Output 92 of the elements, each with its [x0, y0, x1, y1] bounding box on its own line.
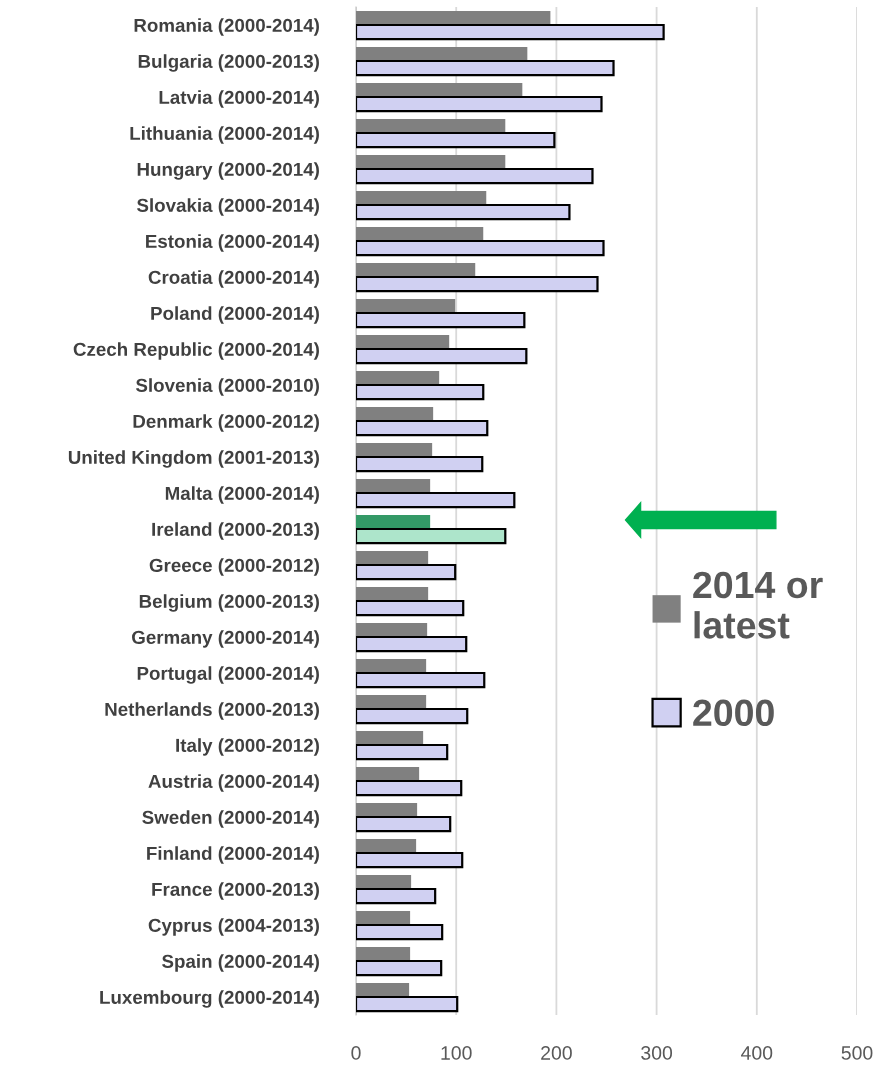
y-tick-label: Italy (2000-2012) [176, 738, 319, 756]
y-tick-label: Netherlands (2000-2013) [105, 702, 319, 720]
bar [356, 694, 427, 709]
x-tick-label: 500 [841, 1046, 873, 1060]
y-tick-label: Cyprus (2004-2013) [148, 918, 319, 936]
bar [356, 671, 486, 689]
bar [356, 82, 523, 97]
y-tick-label: United Kingdom (2001-2013) [68, 450, 319, 468]
bar [356, 887, 437, 905]
y-tick-label: Ireland (2000-2013) [152, 522, 319, 540]
bar [356, 838, 417, 853]
bar [356, 586, 429, 601]
bar [356, 167, 594, 185]
y-tick-label: Lithuania (2000-2014) [130, 126, 319, 144]
bar [356, 406, 434, 421]
bar [356, 311, 526, 329]
bar [356, 910, 411, 925]
bar [356, 491, 516, 509]
x-tick-label: 100 [441, 1046, 472, 1060]
bar [356, 946, 411, 961]
bar [356, 982, 410, 997]
y-tick-label: Spain (2000-2014) [162, 954, 319, 972]
bar [356, 622, 428, 637]
y-tick-label: Bulgaria (2000-2013) [138, 54, 319, 72]
x-tick-label: 200 [541, 1046, 572, 1060]
bar [356, 10, 551, 25]
bar [356, 874, 412, 889]
x-tick-label: 0 [351, 1046, 361, 1060]
bar [356, 923, 444, 941]
y-tick-label: Sweden (2000-2014) [142, 810, 319, 828]
bar [356, 851, 464, 869]
y-tick-label: Poland (2000-2014) [151, 306, 319, 324]
y-tick-label: Belgium (2000-2013) [139, 594, 319, 612]
bar [356, 23, 665, 41]
legend-label: 2000 [693, 699, 774, 727]
bar [356, 46, 528, 61]
bar [356, 730, 424, 745]
bar [356, 275, 599, 293]
bar [356, 298, 456, 313]
bar [356, 442, 433, 457]
bar [356, 527, 507, 545]
y-tick-label: Czech Republic (2000-2014) [73, 342, 319, 360]
bar [356, 478, 431, 493]
y-tick-label: Luxembourg (2000-2014) [100, 990, 319, 1008]
y-tick-label: Latvia (2000-2014) [159, 90, 319, 108]
bar [356, 203, 571, 221]
bar [356, 95, 603, 113]
bar [356, 707, 469, 725]
bar [356, 514, 431, 529]
bar [356, 658, 427, 673]
bar [356, 131, 556, 149]
y-tick-label: Slovakia (2000-2014) [136, 198, 319, 216]
y-tick-label: Croatia (2000-2014) [148, 270, 319, 288]
legend-label: 2014 or latest [693, 571, 823, 639]
bar [356, 383, 485, 401]
y-tick-label: Austria (2000-2014) [148, 774, 319, 792]
y-tick-label: France (2000-2013) [152, 882, 319, 900]
bar [356, 118, 506, 133]
y-tick-label: Portugal (2000-2014) [137, 666, 319, 684]
y-tick-label: Romania (2000-2014) [134, 18, 319, 36]
x-tick-label: 400 [741, 1046, 773, 1060]
bar [356, 550, 429, 565]
y-tick-label: Greece (2000-2012) [149, 558, 319, 576]
y-tick-label: Finland (2000-2014) [147, 846, 319, 864]
bar [356, 419, 489, 437]
bar [356, 262, 476, 277]
bar [356, 766, 420, 781]
y-tick-label: Hungary (2000-2014) [137, 162, 319, 180]
bar [356, 154, 506, 169]
bar [356, 370, 440, 385]
x-tick-label: 300 [641, 1046, 673, 1060]
y-tick-label: Denmark (2000-2012) [133, 414, 319, 432]
y-tick-label: Estonia (2000-2014) [146, 234, 319, 252]
bar [356, 802, 418, 817]
bar [356, 779, 463, 797]
bar [356, 347, 528, 365]
bar [356, 599, 465, 617]
bar [356, 743, 449, 761]
bar [356, 455, 484, 473]
y-tick-label: Malta (2000-2014) [165, 486, 319, 504]
bar [356, 815, 452, 833]
bar [356, 239, 605, 257]
bar [356, 190, 487, 205]
bar [356, 563, 457, 581]
bar [356, 226, 484, 241]
bar [356, 334, 450, 349]
y-tick-label: Germany (2000-2014) [132, 630, 319, 648]
bar [356, 995, 459, 1013]
bar [356, 635, 468, 653]
bar [356, 959, 443, 977]
y-tick-label: Slovenia (2000-2010) [135, 378, 319, 396]
bar [356, 59, 615, 77]
